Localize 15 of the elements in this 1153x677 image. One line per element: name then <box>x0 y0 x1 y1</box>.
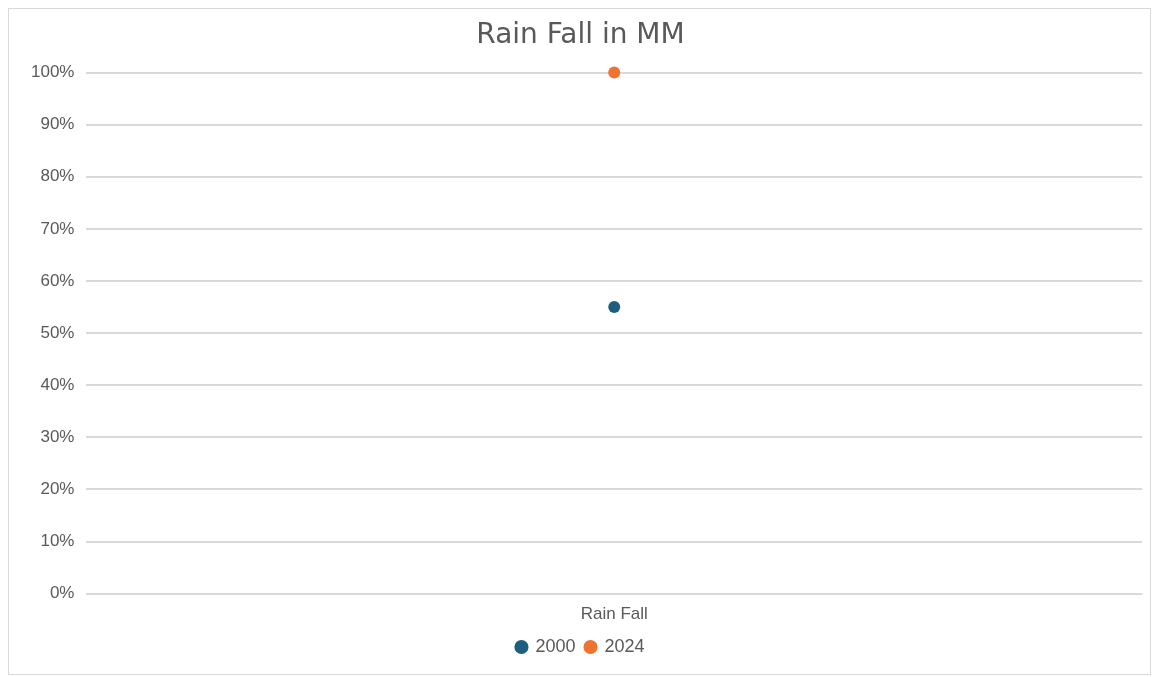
chart-title: Rain Fall in MM <box>476 17 685 51</box>
y-tick-label: 80% <box>40 166 75 186</box>
y-tick-label: 70% <box>40 218 75 238</box>
y-tick-label: 90% <box>40 114 75 134</box>
y-tick-label: 40% <box>40 374 75 394</box>
legend-label: 2024 <box>604 635 645 656</box>
y-tick-label: 0% <box>49 583 75 603</box>
y-tick-label: 30% <box>40 426 75 446</box>
y-tick-label: 20% <box>40 479 75 499</box>
y-tick-label: 100% <box>31 62 75 82</box>
y-tick-label: 50% <box>40 322 75 342</box>
y-tick-label: 60% <box>40 270 75 290</box>
y-tick-label: 10% <box>40 531 75 551</box>
x-tick-label: Rain Fall <box>580 604 648 624</box>
legend-label: 2000 <box>535 635 576 656</box>
